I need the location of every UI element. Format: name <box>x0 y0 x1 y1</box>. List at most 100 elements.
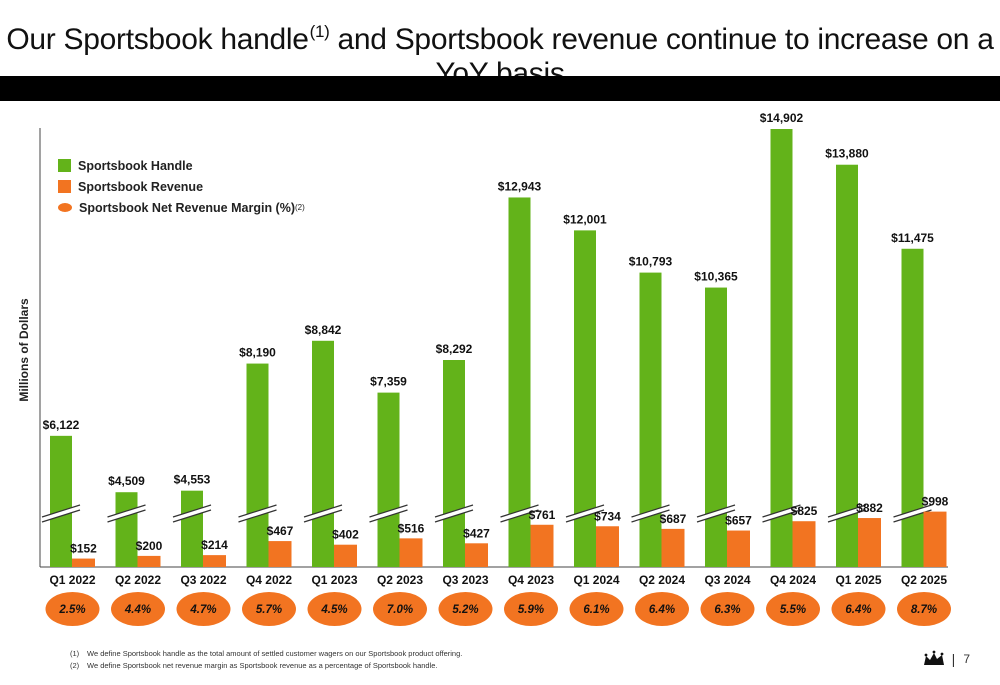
revenue-bar <box>792 521 816 567</box>
margin-oval <box>831 592 886 626</box>
axis-break-gap <box>437 506 471 521</box>
margin-value-label: 5.7% <box>256 604 282 616</box>
x-tick-label: Q4 2024 <box>770 573 816 587</box>
axis-break-mark <box>369 509 408 523</box>
axis-break-mark <box>107 504 146 518</box>
revenue-bar <box>72 558 95 567</box>
margin-oval <box>897 592 951 626</box>
page-footer: | 7 <box>922 650 970 668</box>
axis-break-gap <box>306 506 340 521</box>
legend-item-revenue: Sportsbook Revenue <box>58 176 305 197</box>
margin-value-label: 5.5% <box>780 604 806 616</box>
footnotes: (1) We define Sportsbook handle as the t… <box>70 648 462 672</box>
handle-bar <box>50 435 72 567</box>
margin-value-label: 6.3% <box>714 604 740 616</box>
revenue-bar <box>530 524 554 567</box>
revenue-value-label: $687 <box>660 512 687 526</box>
revenue-value-label: $657 <box>725 514 752 528</box>
margin-value-label: 8.7% <box>911 604 937 616</box>
axis-break-mark <box>696 509 736 523</box>
revenue-bar <box>137 555 161 567</box>
x-tick-label: Q2 2024 <box>639 573 685 587</box>
margin-oval <box>111 592 165 626</box>
axis-break-mark <box>500 509 539 523</box>
axis-break-mark <box>762 504 801 518</box>
handle-bar <box>901 248 924 568</box>
handle-value-label: $8,292 <box>436 342 473 356</box>
axis-break-mark <box>369 504 408 518</box>
axis-break-mark <box>303 504 343 518</box>
margin-value-label: 4.5% <box>320 604 347 616</box>
margin-value-label: 5.2% <box>452 604 478 616</box>
revenue-bar <box>858 518 881 567</box>
x-tick-label: Q3 2024 <box>704 573 750 587</box>
axis-break-mark <box>107 509 146 523</box>
legend-label-handle: Sportsbook Handle <box>78 158 193 173</box>
margin-value-label: 2.5% <box>58 604 85 616</box>
axis-break-gap <box>830 506 864 521</box>
axis-break-gap <box>764 506 799 521</box>
x-tick-label: Q1 2024 <box>573 573 619 587</box>
axis-break-mark <box>238 504 277 518</box>
footnote-text: We define Sportsbook handle as the total… <box>87 649 463 658</box>
handle-bar <box>312 340 334 567</box>
handle-bar <box>443 360 465 567</box>
revenue-bar <box>334 544 357 567</box>
x-tick-label: Q1 2022 <box>49 573 95 587</box>
axis-break-mark <box>41 504 81 518</box>
x-tick-label: Q4 2023 <box>508 573 554 587</box>
axis-break-gap <box>895 506 930 521</box>
axis-break-mark <box>762 509 801 523</box>
revenue-value-label: $200 <box>136 539 163 553</box>
axis-break-mark <box>827 509 867 523</box>
axis-break-gap <box>109 506 144 521</box>
revenue-value-label: $761 <box>529 508 556 522</box>
handle-bar <box>574 230 596 567</box>
revenue-value-label: $427 <box>463 526 490 540</box>
margin-value-label: 6.1% <box>583 604 609 616</box>
handle-bar <box>639 272 662 567</box>
legend-label-margin: Sportsbook Net Revenue Margin (%) <box>79 200 295 215</box>
axis-break-mark <box>565 504 605 518</box>
revenue-value-label: $467 <box>267 524 294 538</box>
handle-value-label: $10,793 <box>629 255 673 269</box>
margin-oval <box>700 592 755 626</box>
revenue-bar <box>268 541 292 567</box>
axis-break-gap <box>502 506 537 521</box>
revenue-bar <box>465 543 488 567</box>
revenue-bar <box>923 511 947 567</box>
handle-value-label: $4,509 <box>108 474 145 488</box>
x-tick-label: Q3 2023 <box>442 573 488 587</box>
axis-break-mark <box>696 504 736 518</box>
title-band <box>0 76 1000 101</box>
margin-value-label: 6.4% <box>845 604 871 616</box>
footnote-1: (1) We define Sportsbook handle as the t… <box>70 648 462 660</box>
margin-value-label: 5.9% <box>518 604 544 616</box>
revenue-value-label: $516 <box>398 521 425 535</box>
x-tick-label: Q1 2023 <box>311 573 357 587</box>
revenue-value-label: $214 <box>201 538 228 552</box>
chart-legend: Sportsbook Handle Sportsbook Revenue Spo… <box>58 155 305 218</box>
footnote-number: (2) <box>70 661 80 670</box>
axis-break-mark <box>500 504 539 518</box>
x-tick-label: Q3 2022 <box>180 573 226 587</box>
legend-swatch-margin <box>58 203 72 212</box>
axis-break-mark <box>238 509 277 523</box>
revenue-value-label: $825 <box>791 504 818 518</box>
margin-oval <box>569 592 624 626</box>
revenue-bar <box>661 528 685 567</box>
margin-value-label: 4.7% <box>189 604 216 616</box>
legend-swatch-handle <box>58 159 71 172</box>
margin-oval <box>373 592 427 626</box>
handle-bar <box>705 287 727 567</box>
margin-oval <box>504 592 558 626</box>
page-number: 7 <box>963 652 970 666</box>
handle-value-label: $12,943 <box>498 179 542 193</box>
handle-bar <box>181 490 203 567</box>
handle-value-label: $14,902 <box>760 111 804 125</box>
legend-item-margin: Sportsbook Net Revenue Margin (%) (2) <box>58 197 305 218</box>
axis-break-gap <box>371 506 406 521</box>
revenue-bar <box>596 526 619 567</box>
x-tick-label: Q4 2022 <box>246 573 292 587</box>
footer-separator: | <box>951 651 956 667</box>
